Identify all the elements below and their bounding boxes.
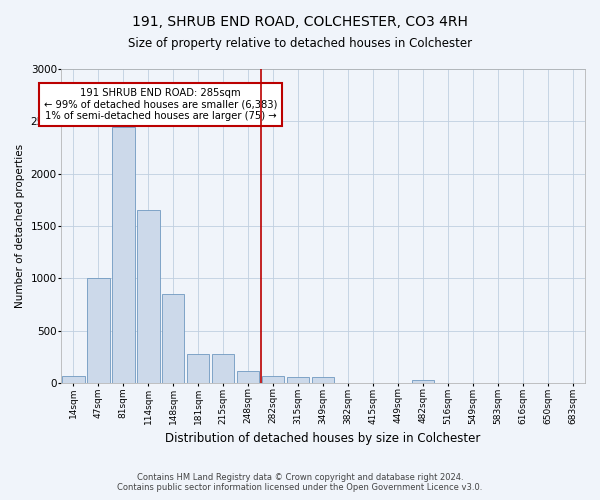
Bar <box>162 294 184 383</box>
Bar <box>312 378 334 383</box>
Bar <box>112 126 134 383</box>
Bar <box>412 380 434 383</box>
Bar <box>212 354 235 383</box>
Y-axis label: Number of detached properties: Number of detached properties <box>15 144 25 308</box>
Bar <box>262 376 284 383</box>
Bar <box>187 354 209 383</box>
Text: 191, SHRUB END ROAD, COLCHESTER, CO3 4RH: 191, SHRUB END ROAD, COLCHESTER, CO3 4RH <box>132 15 468 29</box>
Text: 191 SHRUB END ROAD: 285sqm
← 99% of detached houses are smaller (6,383)
1% of se: 191 SHRUB END ROAD: 285sqm ← 99% of deta… <box>44 88 277 121</box>
X-axis label: Distribution of detached houses by size in Colchester: Distribution of detached houses by size … <box>165 432 481 445</box>
Text: Contains HM Land Registry data © Crown copyright and database right 2024.
Contai: Contains HM Land Registry data © Crown c… <box>118 473 482 492</box>
Text: Size of property relative to detached houses in Colchester: Size of property relative to detached ho… <box>128 38 472 51</box>
Bar <box>62 376 85 383</box>
Bar <box>237 370 259 383</box>
Bar <box>87 278 110 383</box>
Bar <box>137 210 160 383</box>
Bar <box>287 377 309 383</box>
